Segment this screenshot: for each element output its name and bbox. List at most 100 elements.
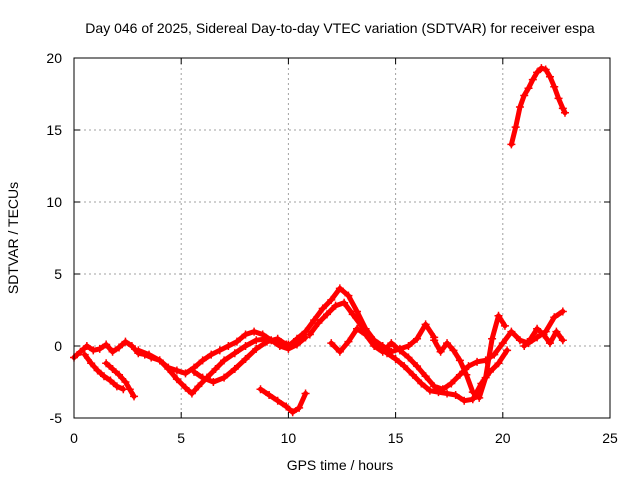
data-point — [181, 383, 190, 392]
data-point — [462, 370, 471, 379]
axis-ticks — [73, 57, 611, 419]
data-point — [494, 311, 503, 320]
data-point — [335, 284, 344, 293]
data-point — [331, 301, 340, 310]
data-point — [335, 347, 344, 356]
data-point — [464, 362, 473, 371]
data-point — [421, 372, 430, 381]
data-point — [121, 378, 130, 386]
data-point — [507, 140, 516, 149]
data-point — [190, 367, 199, 376]
data-point — [387, 339, 396, 348]
x-tick-label: 5 — [177, 430, 185, 446]
data-point — [305, 330, 314, 339]
data-point — [224, 342, 233, 350]
data-point — [560, 108, 569, 117]
data-point — [172, 366, 181, 375]
data-point — [115, 343, 124, 352]
data-point — [550, 313, 559, 322]
data-point — [194, 382, 203, 391]
data-point — [451, 390, 460, 399]
data-point — [370, 342, 379, 350]
data-point — [558, 104, 567, 113]
data-point — [318, 304, 327, 313]
data-point — [121, 337, 130, 346]
data-point — [520, 342, 529, 350]
data-point — [524, 84, 533, 93]
data-point — [262, 337, 271, 346]
data-point — [500, 321, 509, 330]
data-point — [288, 408, 297, 417]
x-tick-label: 25 — [602, 430, 618, 446]
data-point — [273, 396, 282, 405]
data-point — [115, 370, 124, 379]
data-point — [102, 340, 111, 349]
data-point — [533, 324, 542, 333]
data-point — [503, 346, 512, 355]
x-axis-label: GPS time / hours — [287, 457, 394, 473]
data-point — [348, 310, 357, 319]
data-point — [520, 91, 529, 100]
y-tick-labels: -5 0 5 10 15 20 — [46, 50, 62, 426]
data-point — [230, 349, 239, 358]
data-point — [541, 65, 550, 74]
data-point — [93, 366, 102, 375]
data-point — [327, 295, 336, 304]
data-point — [526, 334, 535, 343]
data-point — [310, 316, 319, 325]
data-point — [187, 389, 196, 398]
data-point — [181, 369, 190, 378]
data-point — [230, 365, 239, 374]
plot-area — [70, 64, 569, 417]
data-point — [515, 102, 524, 111]
y-tick-label: 0 — [54, 338, 62, 354]
data-point — [207, 350, 216, 359]
data-point — [252, 344, 261, 353]
data-point — [391, 354, 400, 363]
data-point — [488, 334, 497, 343]
data-point — [475, 393, 484, 402]
data-point — [314, 318, 323, 327]
data-point — [301, 327, 310, 336]
x-tick-labels: 0 5 10 15 20 25 — [70, 430, 618, 446]
data-series — [520, 324, 567, 350]
data-point — [404, 353, 413, 362]
x-tick-label: 0 — [70, 430, 78, 446]
data-point — [515, 336, 524, 345]
data-point — [558, 336, 567, 345]
data-point — [400, 362, 409, 371]
y-tick-label: 10 — [46, 194, 62, 210]
data-point — [301, 389, 310, 398]
data-point — [134, 346, 143, 355]
y-tick-label: -5 — [50, 410, 63, 426]
data-point — [361, 330, 370, 339]
data-series — [256, 385, 310, 417]
data-point — [106, 376, 115, 385]
data-point — [545, 339, 554, 348]
data-point — [76, 347, 85, 356]
data-point — [558, 307, 567, 316]
data-point — [511, 123, 520, 132]
data-point — [198, 373, 207, 382]
data-point — [108, 365, 117, 374]
data-point — [273, 334, 282, 343]
data-point — [172, 375, 181, 384]
x-tick-label: 10 — [281, 430, 297, 446]
data-point — [378, 347, 387, 356]
data-point — [102, 359, 111, 368]
plot-frame — [73, 57, 611, 419]
data-point — [353, 307, 362, 316]
data-point — [265, 390, 274, 399]
data-point — [155, 356, 164, 365]
data-point — [421, 320, 430, 329]
data-point — [295, 403, 304, 412]
series-line — [431, 313, 508, 401]
data-point — [164, 365, 173, 374]
data-point — [494, 359, 503, 368]
data-point — [468, 388, 477, 397]
data-point — [430, 382, 439, 391]
y-tick-label: 5 — [54, 266, 62, 282]
data-point — [344, 291, 353, 300]
data-point — [430, 336, 439, 345]
data-point — [353, 324, 362, 333]
